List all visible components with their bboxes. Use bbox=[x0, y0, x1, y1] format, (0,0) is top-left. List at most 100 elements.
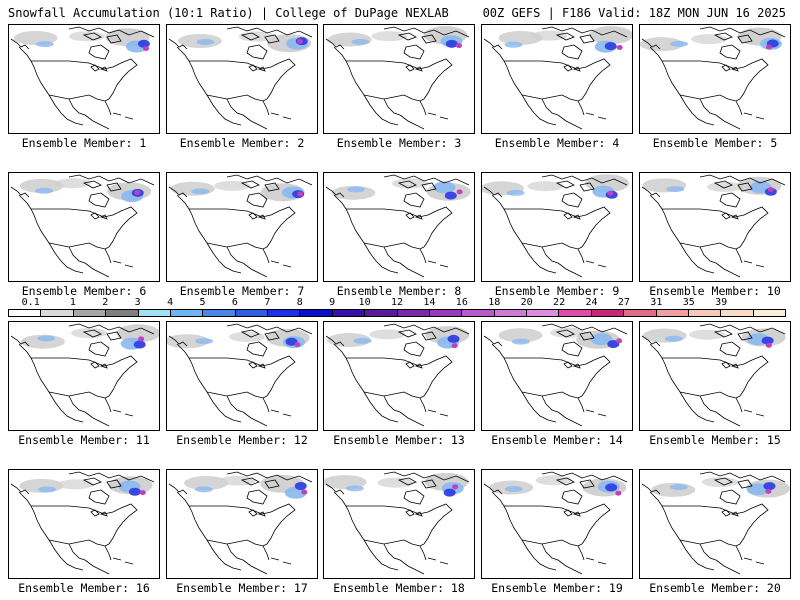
map-outline bbox=[257, 511, 266, 517]
ensemble-member-label: Ensemble Member: 2 bbox=[179, 136, 305, 150]
map-outline bbox=[84, 559, 110, 575]
map-outline bbox=[68, 246, 86, 264]
snowfall-area bbox=[527, 181, 564, 192]
map-outline bbox=[82, 329, 102, 338]
map-outline bbox=[679, 539, 715, 571]
map-outline bbox=[419, 545, 427, 561]
map-outline bbox=[585, 557, 607, 565]
map-outline bbox=[541, 395, 559, 413]
map-outline bbox=[521, 94, 557, 126]
map-outline bbox=[99, 66, 108, 72]
legend-swatch bbox=[235, 310, 268, 316]
legend-swatch bbox=[138, 310, 171, 316]
map-outline bbox=[363, 94, 399, 126]
map bbox=[325, 323, 470, 427]
map bbox=[483, 323, 628, 427]
map-outline bbox=[262, 397, 270, 413]
map-outline bbox=[226, 174, 313, 186]
map-outline bbox=[333, 343, 365, 393]
map-outline bbox=[363, 539, 399, 571]
map-outline bbox=[561, 341, 583, 357]
color-legend: 0.1 1 2 3 4 5 6 7 8 9 10 12 14 16 18 20 22 24 27 31 35 39 bbox=[8, 297, 786, 319]
map-outline bbox=[242, 114, 268, 130]
ensemble-member-label: Ensemble Member: 19 bbox=[491, 581, 623, 595]
map-outline bbox=[730, 214, 739, 220]
map-outline bbox=[699, 26, 786, 38]
map-outline bbox=[246, 489, 268, 505]
snowfall-area bbox=[535, 475, 572, 486]
map-outline bbox=[483, 483, 503, 495]
legend-swatch bbox=[559, 310, 592, 316]
map-outline bbox=[662, 505, 745, 515]
snowfall-area bbox=[511, 338, 530, 345]
map-outline bbox=[423, 206, 453, 248]
map bbox=[325, 174, 471, 278]
map-outline bbox=[246, 44, 268, 60]
snowfall-area bbox=[116, 324, 159, 343]
map-outline bbox=[88, 192, 110, 208]
legend-swatch bbox=[688, 310, 722, 316]
map-outline bbox=[363, 391, 399, 423]
map bbox=[168, 26, 313, 130]
legend-tick-label: 35 bbox=[682, 297, 695, 308]
map-outline bbox=[346, 505, 429, 515]
map-outline bbox=[419, 397, 427, 413]
map-outline bbox=[189, 208, 272, 218]
map-outline bbox=[730, 511, 739, 517]
map-outline bbox=[226, 471, 313, 483]
ensemble-map-panel bbox=[481, 321, 633, 431]
map-outline bbox=[405, 212, 415, 220]
snowfall-area bbox=[616, 338, 623, 344]
map-outline bbox=[504, 208, 587, 218]
snowfall-area bbox=[35, 41, 54, 48]
map-outline bbox=[719, 341, 741, 357]
map-outline bbox=[246, 192, 268, 208]
map-outline bbox=[363, 391, 425, 399]
legend-swatch bbox=[494, 310, 527, 316]
map-outline bbox=[585, 409, 607, 417]
legend-tick-label: 9 bbox=[329, 297, 336, 308]
ensemble-map-panel bbox=[166, 321, 318, 431]
snowfall-area bbox=[71, 328, 108, 339]
map-outline bbox=[399, 559, 425, 575]
legend-tick-label: 3 bbox=[134, 297, 141, 308]
map-outline bbox=[88, 489, 110, 505]
snowfall-area bbox=[294, 342, 301, 348]
snowfall-area bbox=[504, 41, 523, 48]
snowfall-area bbox=[690, 34, 727, 45]
map-outline bbox=[719, 44, 741, 60]
ensemble-member-label: Ensemble Member: 10 bbox=[649, 284, 781, 298]
map-outline bbox=[735, 545, 743, 561]
map-outline bbox=[18, 491, 50, 541]
legend-swatch bbox=[527, 310, 560, 316]
ensemble-member-label: Ensemble Member: 11 bbox=[18, 433, 150, 447]
map-outline bbox=[346, 208, 429, 218]
map-outline bbox=[491, 491, 523, 541]
map-outline bbox=[735, 100, 743, 116]
map-outline bbox=[730, 66, 739, 72]
map-outline bbox=[108, 355, 138, 397]
map-outline bbox=[649, 46, 681, 96]
snowfall-area bbox=[134, 190, 141, 196]
map bbox=[640, 26, 786, 130]
map-outline bbox=[423, 58, 453, 100]
snowfall-area bbox=[604, 42, 617, 51]
map bbox=[482, 174, 630, 278]
ensemble-member-label: Ensemble Member: 5 bbox=[652, 136, 778, 150]
map-outline bbox=[561, 489, 583, 505]
map-outline bbox=[649, 194, 681, 244]
map-outline bbox=[421, 182, 437, 192]
map-outline bbox=[397, 329, 417, 338]
map-outline bbox=[521, 391, 557, 423]
map-outline bbox=[521, 94, 583, 102]
map-outline bbox=[541, 26, 628, 38]
ensemble-map-panel bbox=[166, 24, 318, 134]
map-outline bbox=[48, 94, 110, 102]
snowfall-area bbox=[706, 181, 743, 192]
map-outline bbox=[104, 397, 112, 413]
map-outline bbox=[108, 58, 138, 100]
map-outline bbox=[521, 539, 557, 571]
legend-swatch bbox=[73, 310, 107, 316]
snowfall-area bbox=[296, 38, 303, 44]
map-outline bbox=[383, 174, 470, 186]
